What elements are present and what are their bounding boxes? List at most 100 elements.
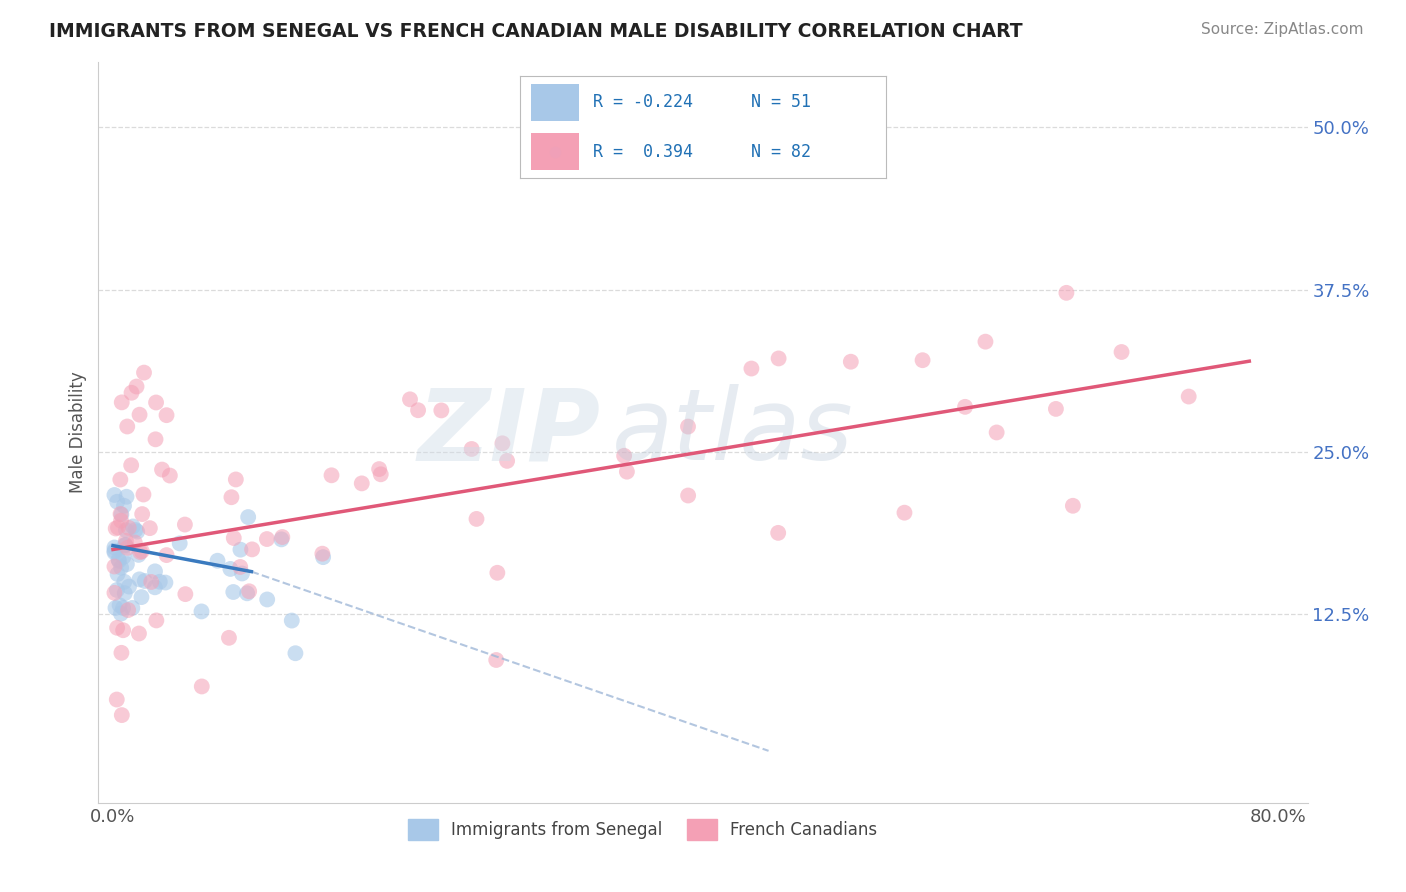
Point — [111, 708, 134, 723]
Point — [105, 495, 128, 509]
Point — [128, 573, 150, 587]
Point — [766, 525, 789, 540]
Text: atlas: atlas — [613, 384, 853, 481]
Point — [127, 524, 149, 539]
Point — [107, 552, 129, 566]
Point — [430, 403, 453, 417]
Point — [117, 541, 139, 555]
Point — [128, 626, 150, 640]
Point — [132, 487, 155, 501]
Point — [108, 599, 131, 613]
Point — [222, 585, 245, 599]
Point — [229, 560, 252, 574]
Point — [676, 419, 699, 434]
Point — [1111, 345, 1133, 359]
Point — [190, 604, 212, 618]
Point — [110, 514, 132, 528]
Point — [120, 458, 142, 473]
Text: N = 82: N = 82 — [751, 143, 810, 161]
Point — [169, 536, 191, 550]
Point — [141, 574, 163, 589]
Point — [460, 442, 482, 456]
FancyBboxPatch shape — [531, 133, 579, 170]
Point — [240, 542, 263, 557]
Point — [131, 507, 153, 521]
Point — [105, 621, 128, 635]
Point — [256, 532, 278, 546]
Point — [149, 574, 172, 589]
Point — [129, 545, 152, 559]
Point — [986, 425, 1008, 440]
Point — [225, 473, 247, 487]
Point — [281, 614, 304, 628]
Point — [145, 433, 167, 447]
Point — [103, 559, 125, 574]
Point — [110, 508, 132, 522]
Point — [115, 557, 138, 571]
Point — [231, 566, 253, 581]
Point — [121, 385, 143, 400]
Point — [368, 462, 391, 476]
Point — [114, 538, 136, 552]
Point — [112, 574, 135, 589]
Point — [1045, 401, 1067, 416]
Point — [485, 653, 508, 667]
Point — [491, 436, 513, 450]
Point — [174, 587, 197, 601]
Point — [256, 592, 278, 607]
Point — [839, 355, 862, 369]
Point — [107, 520, 129, 534]
Point — [616, 465, 638, 479]
Y-axis label: Male Disability: Male Disability — [69, 372, 87, 493]
Point — [131, 590, 153, 604]
Text: N = 51: N = 51 — [751, 94, 810, 112]
Point — [155, 548, 177, 562]
Point — [221, 490, 243, 504]
Point — [103, 541, 125, 555]
Point — [110, 507, 132, 521]
Point — [311, 547, 333, 561]
Point — [139, 521, 162, 535]
Point — [321, 468, 343, 483]
Point — [114, 586, 136, 600]
Point — [124, 535, 146, 549]
Point — [155, 408, 177, 422]
Point — [270, 533, 292, 547]
Point — [110, 646, 132, 660]
Point — [112, 499, 135, 513]
Point — [911, 353, 934, 368]
Point — [271, 530, 294, 544]
Point — [238, 584, 260, 599]
Point — [496, 454, 519, 468]
Point — [104, 521, 127, 535]
Point — [174, 517, 197, 532]
Point — [486, 566, 509, 580]
Point — [238, 510, 260, 524]
Point — [191, 680, 214, 694]
Point — [103, 545, 125, 559]
Point — [110, 560, 132, 574]
Point — [105, 692, 128, 706]
Point — [108, 554, 131, 568]
Point — [893, 506, 915, 520]
Text: R = -0.224: R = -0.224 — [593, 94, 693, 112]
Point — [115, 419, 138, 434]
Point — [236, 586, 259, 600]
Point — [218, 631, 240, 645]
Point — [676, 489, 699, 503]
Point — [143, 580, 166, 594]
Point — [125, 379, 148, 393]
Point — [406, 403, 429, 417]
Point — [1062, 499, 1084, 513]
Point — [110, 607, 132, 621]
Point — [768, 351, 790, 366]
Point — [544, 145, 567, 159]
Point — [103, 543, 125, 558]
Point — [103, 586, 125, 600]
Point — [115, 490, 138, 504]
Point — [740, 361, 762, 376]
Point — [370, 467, 392, 482]
Point — [112, 624, 135, 638]
Point — [145, 614, 167, 628]
Text: R =  0.394: R = 0.394 — [593, 143, 693, 161]
